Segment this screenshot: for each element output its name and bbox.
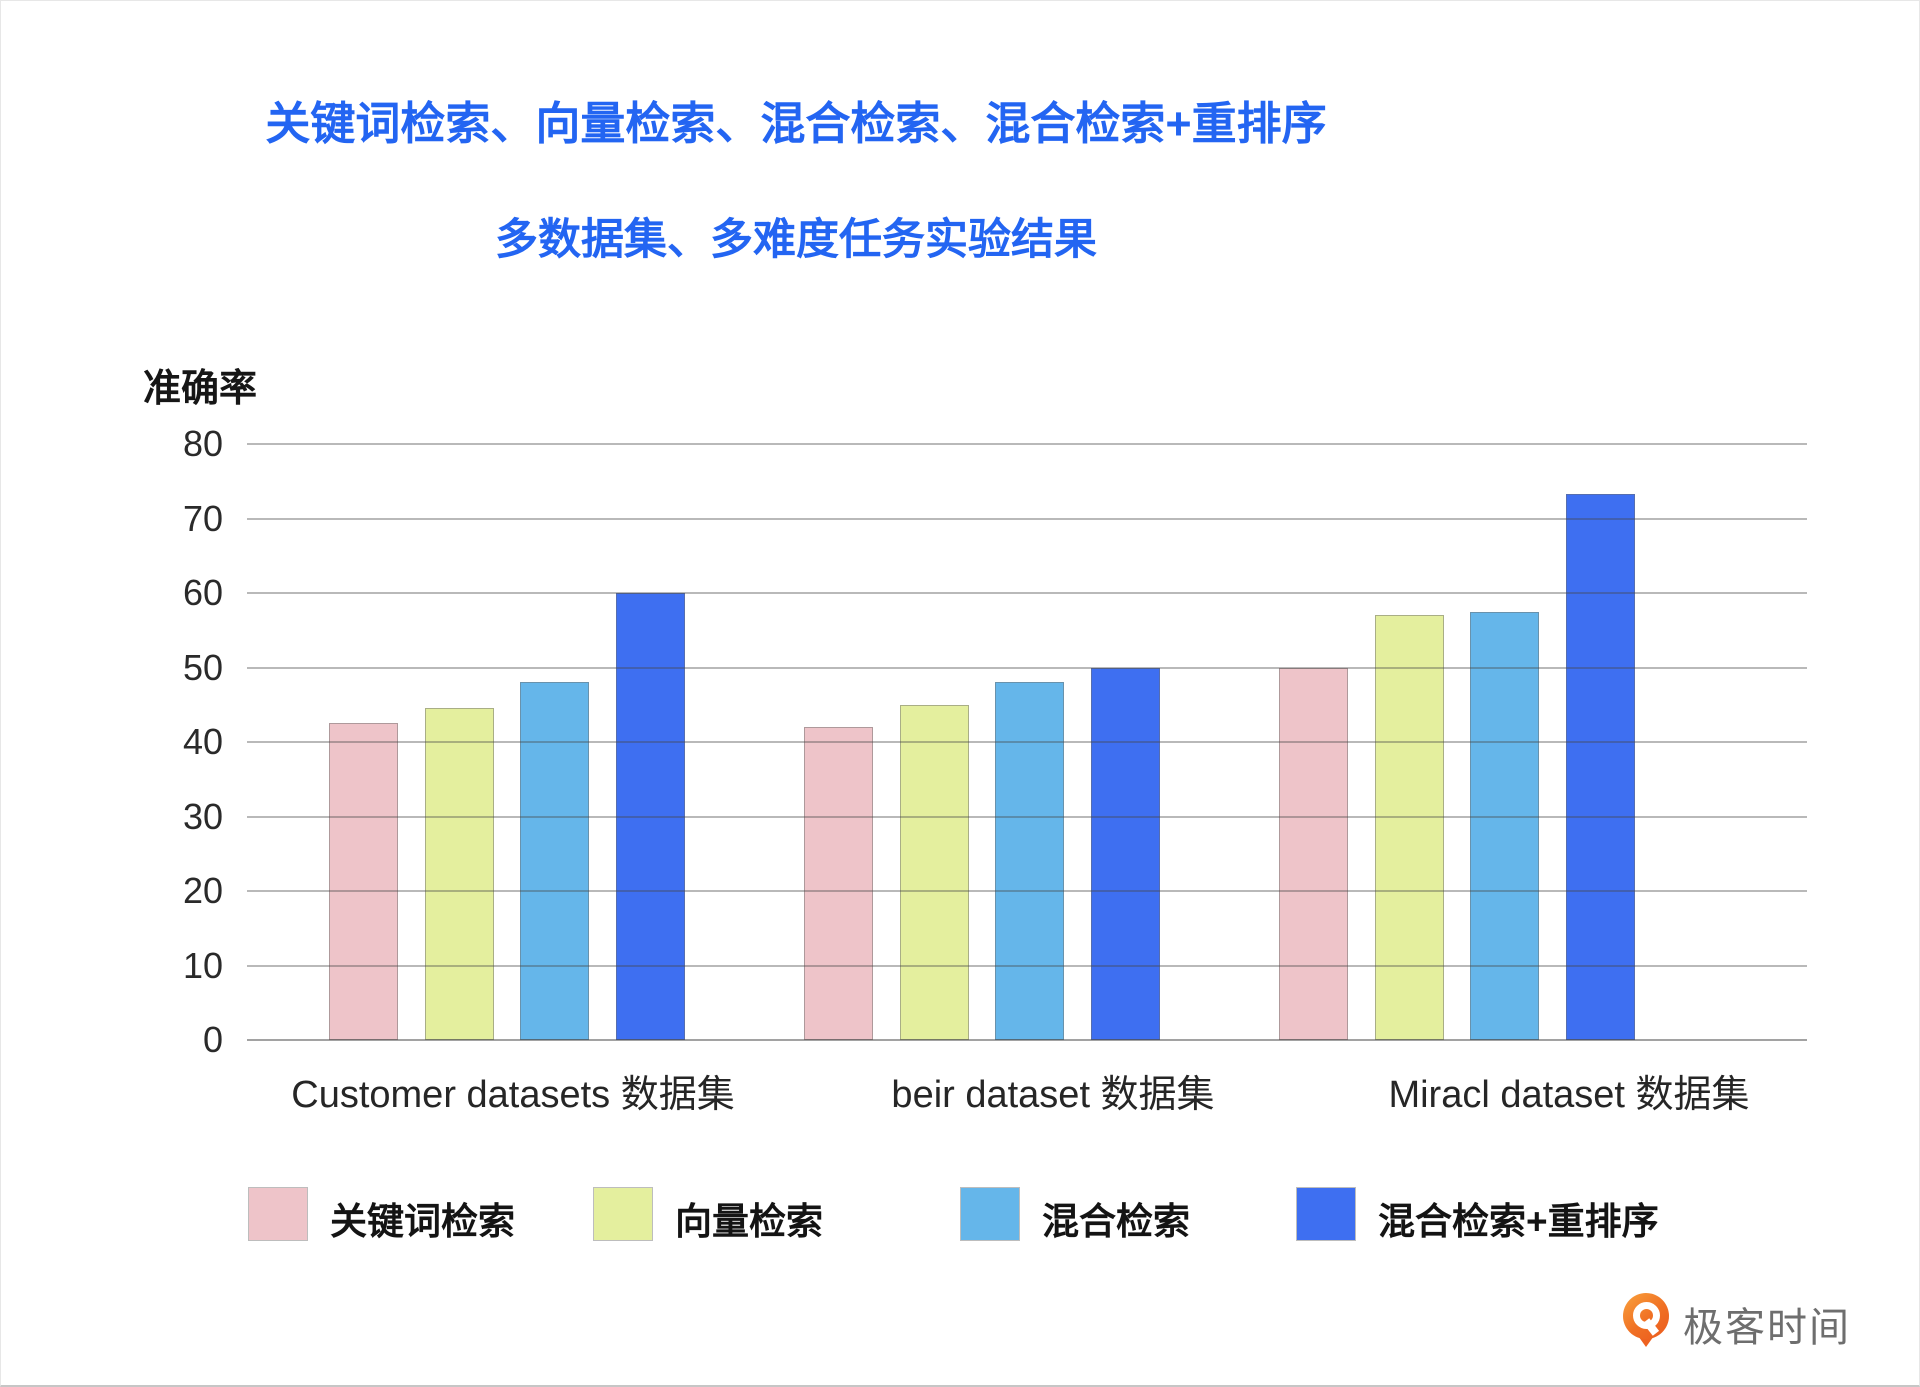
- legend-label-hybrid-search-rerank: 混合检索+重排序: [1378, 1201, 1659, 1242]
- legend-label-keyword-search: 关键词检索: [330, 1201, 515, 1242]
- gridline-10: [247, 964, 1807, 967]
- bar-hybrid-search-miracl-dataset: [1470, 611, 1540, 1040]
- chart-subtitle: 多数据集、多难度任务实验结果: [495, 216, 1097, 264]
- y-tick-label-60: 60: [182, 572, 223, 613]
- gridline-50: [247, 666, 1807, 669]
- gridline-0: [247, 1039, 1807, 1041]
- y-tick-label-30: 30: [182, 795, 223, 837]
- legend-swatch-keyword-search: [248, 1187, 308, 1241]
- y-tick-label-20: 20: [182, 870, 223, 911]
- y-tick-label-50: 50: [182, 646, 223, 688]
- gridline-40: [247, 741, 1807, 743]
- legend-label-vector-search: 向量检索: [675, 1201, 823, 1242]
- y-tick-label-40: 40: [182, 721, 223, 762]
- bar-keyword-search-beir-dataset: [804, 727, 873, 1040]
- bar-keyword-search-customer-datasets: [329, 723, 398, 1040]
- bar-hybrid-search-beir-dataset: [995, 682, 1065, 1040]
- gridline-30: [247, 815, 1807, 818]
- x-category-label-beir-dataset: beir dataset 数据集: [891, 1074, 1215, 1116]
- chart-title: 关键词检索、向量检索、混合检索、混合检索+重排序: [265, 98, 1327, 149]
- geektime-logo-text: 极客时间: [1683, 1306, 1851, 1350]
- legend-swatch-hybrid-search: [960, 1187, 1020, 1241]
- y-axis-title: 准确率: [143, 368, 258, 410]
- gridline-70: [247, 517, 1807, 520]
- bar-hybrid-search-customer-datasets: [520, 682, 590, 1040]
- bar-vector-search-customer-datasets: [424, 708, 494, 1040]
- gridline-60: [247, 592, 1807, 594]
- y-tick-label-80: 80: [182, 423, 223, 464]
- bar-vector-search-miracl-dataset: [1374, 615, 1444, 1040]
- bar-hybrid-search-rerank-customer-datasets: [616, 593, 686, 1040]
- gridline-80: [247, 443, 1807, 445]
- y-tick-label-0: 0: [202, 1019, 223, 1060]
- y-tick-label-10: 10: [182, 944, 223, 986]
- legend-swatch-hybrid-search-rerank: [1296, 1187, 1356, 1241]
- bar-keyword-search-miracl-dataset: [1279, 667, 1348, 1040]
- bar-hybrid-search-rerank-miracl-dataset: [1566, 493, 1636, 1040]
- bar-hybrid-search-rerank-beir-dataset: [1091, 667, 1161, 1040]
- y-tick-label-70: 70: [182, 497, 223, 539]
- legend-label-hybrid-search: 混合检索: [1042, 1201, 1190, 1242]
- gridline-20: [247, 890, 1807, 892]
- geektime-logo: 极客时间: [1623, 1289, 1883, 1359]
- bar-vector-search-beir-dataset: [899, 704, 969, 1040]
- geektime-pin-icon: [1623, 1293, 1669, 1351]
- x-category-label-customer-datasets: Customer datasets 数据集: [291, 1074, 735, 1116]
- x-category-label-miracl-dataset: Miracl dataset 数据集: [1388, 1074, 1750, 1116]
- legend-swatch-vector-search: [593, 1187, 653, 1241]
